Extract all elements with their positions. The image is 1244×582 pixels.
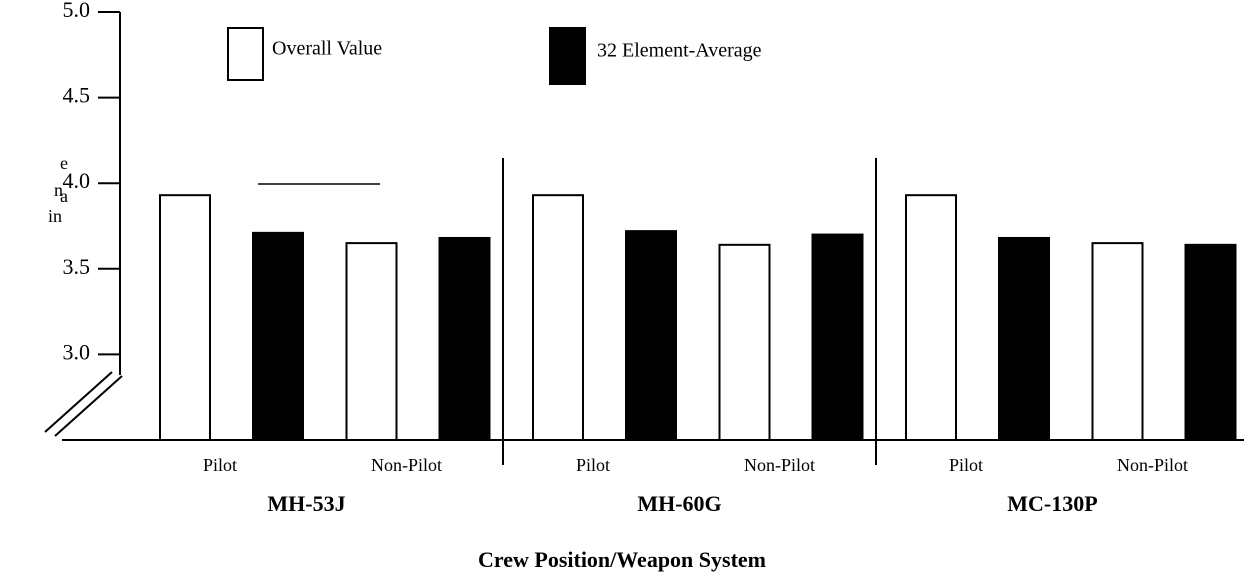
bar xyxy=(345,242,398,441)
group-label: MC-130P xyxy=(1007,491,1097,516)
legend-label: Overall Value xyxy=(272,38,382,60)
legend-swatch xyxy=(227,27,264,81)
bar xyxy=(1184,243,1237,441)
y-axis-label: e xyxy=(60,153,68,173)
y-axis-label: n xyxy=(54,180,63,200)
group-label: MH-60G xyxy=(637,491,721,516)
x-tick-label: Pilot xyxy=(203,455,237,475)
x-tick-label: Non-Pilot xyxy=(1117,455,1188,475)
x-tick-label: Pilot xyxy=(576,455,610,475)
y-tick-label: 5.0 xyxy=(63,0,91,22)
group-label: MH-53J xyxy=(267,491,345,516)
bar xyxy=(905,194,957,441)
bar xyxy=(811,233,864,441)
bar xyxy=(625,230,677,441)
bar xyxy=(159,194,211,441)
y-axis-label: a xyxy=(60,186,68,206)
bar xyxy=(718,243,771,441)
bar xyxy=(438,236,491,441)
legend-swatch xyxy=(549,27,586,85)
x-axis-title: Crew Position/Weapon System xyxy=(478,547,766,572)
x-tick-label: Pilot xyxy=(949,455,983,475)
bar xyxy=(252,231,304,441)
y-axis-label: in xyxy=(48,206,62,226)
y-tick-label: 3.0 xyxy=(63,339,91,364)
axis-break xyxy=(54,375,123,437)
y-tick-label: 4.0 xyxy=(63,168,91,193)
bar xyxy=(532,194,584,441)
legend-label: 32 Element-Average xyxy=(597,40,762,62)
y-tick-label: 3.5 xyxy=(63,254,91,279)
x-tick-label: Non-Pilot xyxy=(371,455,442,475)
bar xyxy=(998,236,1050,441)
bar xyxy=(1091,242,1144,441)
axis-break xyxy=(44,371,113,433)
x-tick-label: Non-Pilot xyxy=(744,455,815,475)
y-tick-label: 4.5 xyxy=(63,83,91,108)
